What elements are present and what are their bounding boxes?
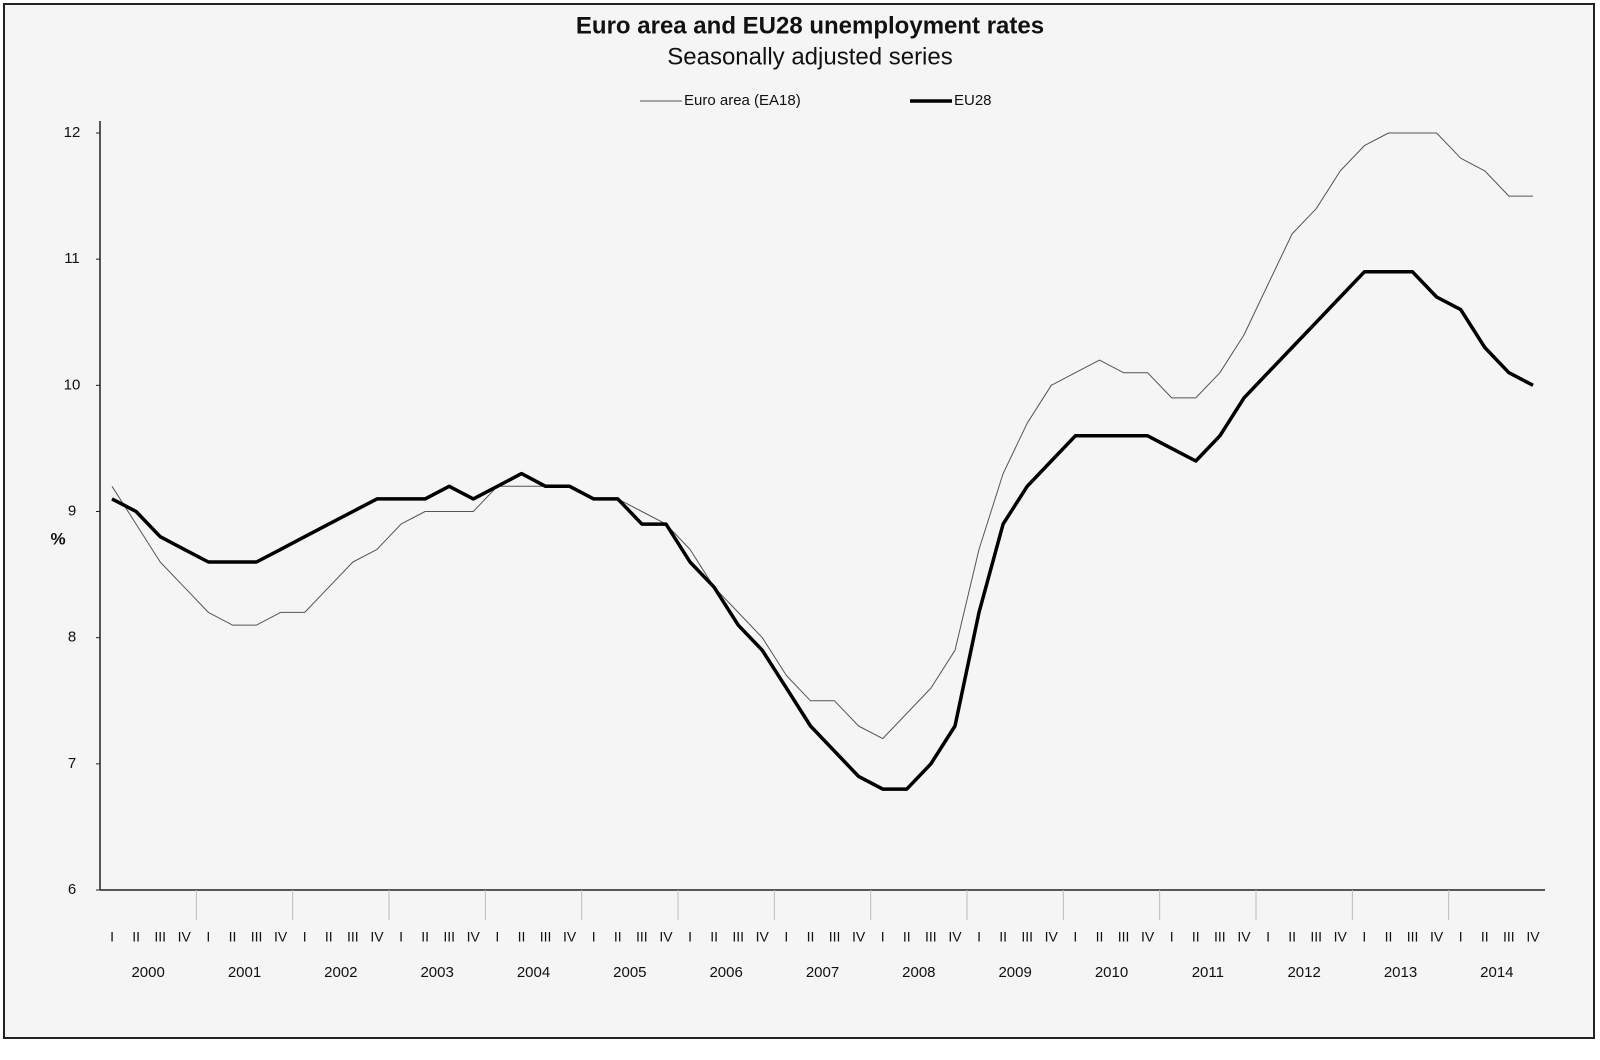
y-tick-label: 10	[64, 376, 81, 393]
y-tick-label: 7	[68, 755, 76, 772]
y-tick-label: 9	[68, 502, 76, 519]
x-tick-label: IV	[1526, 929, 1540, 945]
x-tick-label: II	[903, 929, 911, 945]
x-tick-label: I	[1459, 929, 1463, 945]
x-tick-label: III	[443, 929, 455, 945]
x-tick-label: II	[807, 929, 815, 945]
x-tick-label: III	[347, 929, 359, 945]
x-tick-label: II	[1096, 929, 1104, 945]
x-tick-label: I	[110, 929, 114, 945]
x-tick-label: IV	[178, 929, 192, 945]
year-label: 2006	[709, 964, 742, 981]
year-label: 2003	[420, 964, 453, 981]
legend-label: EU28	[954, 92, 992, 109]
x-tick-label: IV	[274, 929, 288, 945]
series-line	[111, 270, 1534, 791]
x-tick-label: II	[229, 929, 237, 945]
year-label: 2013	[1384, 964, 1417, 981]
x-tick-label: IV	[1237, 929, 1251, 945]
x-tick-label: IV	[370, 929, 384, 945]
x-tick-label: III	[1310, 929, 1322, 945]
x-tick-label: IV	[948, 929, 962, 945]
year-label: 2009	[998, 964, 1031, 981]
x-tick-label: II	[518, 929, 526, 945]
x-tick-label: I	[1170, 929, 1174, 945]
year-label: 2008	[902, 964, 935, 981]
x-tick-label: III	[1407, 929, 1419, 945]
y-axis-label: %	[50, 529, 65, 548]
year-label: 2005	[613, 964, 646, 981]
x-tick-label: IV	[659, 929, 673, 945]
x-tick-label: III	[1118, 929, 1130, 945]
year-label: 2004	[517, 964, 550, 981]
x-tick-label: IV	[1141, 929, 1155, 945]
x-tick-label: IV	[756, 929, 770, 945]
year-label: 2002	[324, 964, 357, 981]
series-line	[111, 132, 1533, 740]
year-label: 2011	[1192, 964, 1224, 981]
x-tick-label: II	[999, 929, 1007, 945]
x-tick-label: I	[688, 929, 692, 945]
year-label: 2001	[228, 964, 261, 981]
x-tick-label: II	[614, 929, 622, 945]
x-tick-label: III	[540, 929, 552, 945]
x-tick-label: I	[495, 929, 499, 945]
chart-subtitle: Seasonally adjusted series	[667, 43, 953, 70]
chart-title: Euro area and EU28 unemployment rates	[576, 12, 1044, 39]
x-tick-label: III	[925, 929, 937, 945]
x-tick-label: III	[154, 929, 166, 945]
frame	[3, 3, 1595, 1039]
x-tick-label: I	[592, 929, 596, 945]
x-tick-label: II	[421, 929, 429, 945]
x-tick-label: I	[206, 929, 210, 945]
x-tick-label: III	[1214, 929, 1226, 945]
x-tick-label: III	[1021, 929, 1033, 945]
x-tick-label: I	[1266, 929, 1270, 945]
x-tick-label: II	[325, 929, 333, 945]
x-tick-label: III	[829, 929, 841, 945]
y-tick-label: 8	[68, 629, 76, 646]
x-tick-label: III	[636, 929, 648, 945]
x-tick-label: I	[881, 929, 885, 945]
x-tick-label: IV	[1045, 929, 1059, 945]
year-label: 2014	[1480, 964, 1513, 981]
x-tick-label: III	[1503, 929, 1515, 945]
x-tick-label: II	[132, 929, 140, 945]
x-tick-label: III	[251, 929, 263, 945]
x-tick-label: III	[732, 929, 744, 945]
x-tick-label: I	[399, 929, 403, 945]
year-label: 2012	[1287, 964, 1320, 981]
legend-label: Euro area (EA18)	[684, 92, 801, 109]
x-tick-label: IV	[852, 929, 866, 945]
x-tick-label: II	[1481, 929, 1489, 945]
y-tick-label: 12	[64, 124, 81, 141]
y-tick-label: 11	[64, 250, 80, 267]
x-tick-label: I	[1362, 929, 1366, 945]
x-tick-label: II	[1192, 929, 1200, 945]
x-tick-label: II	[710, 929, 718, 945]
x-tick-label: II	[1288, 929, 1296, 945]
x-tick-label: IV	[1430, 929, 1444, 945]
x-tick-label: IV	[563, 929, 577, 945]
x-tick-label: I	[303, 929, 307, 945]
year-label: 2007	[806, 964, 839, 981]
x-tick-label: I	[977, 929, 981, 945]
x-tick-label: IV	[467, 929, 481, 945]
x-tick-label: I	[1073, 929, 1077, 945]
year-label: 2010	[1095, 964, 1128, 981]
x-tick-label: II	[1385, 929, 1393, 945]
x-tick-label: IV	[1334, 929, 1348, 945]
y-tick-label: 6	[68, 881, 76, 898]
year-label: 2000	[131, 964, 164, 981]
x-tick-label: I	[784, 929, 788, 945]
